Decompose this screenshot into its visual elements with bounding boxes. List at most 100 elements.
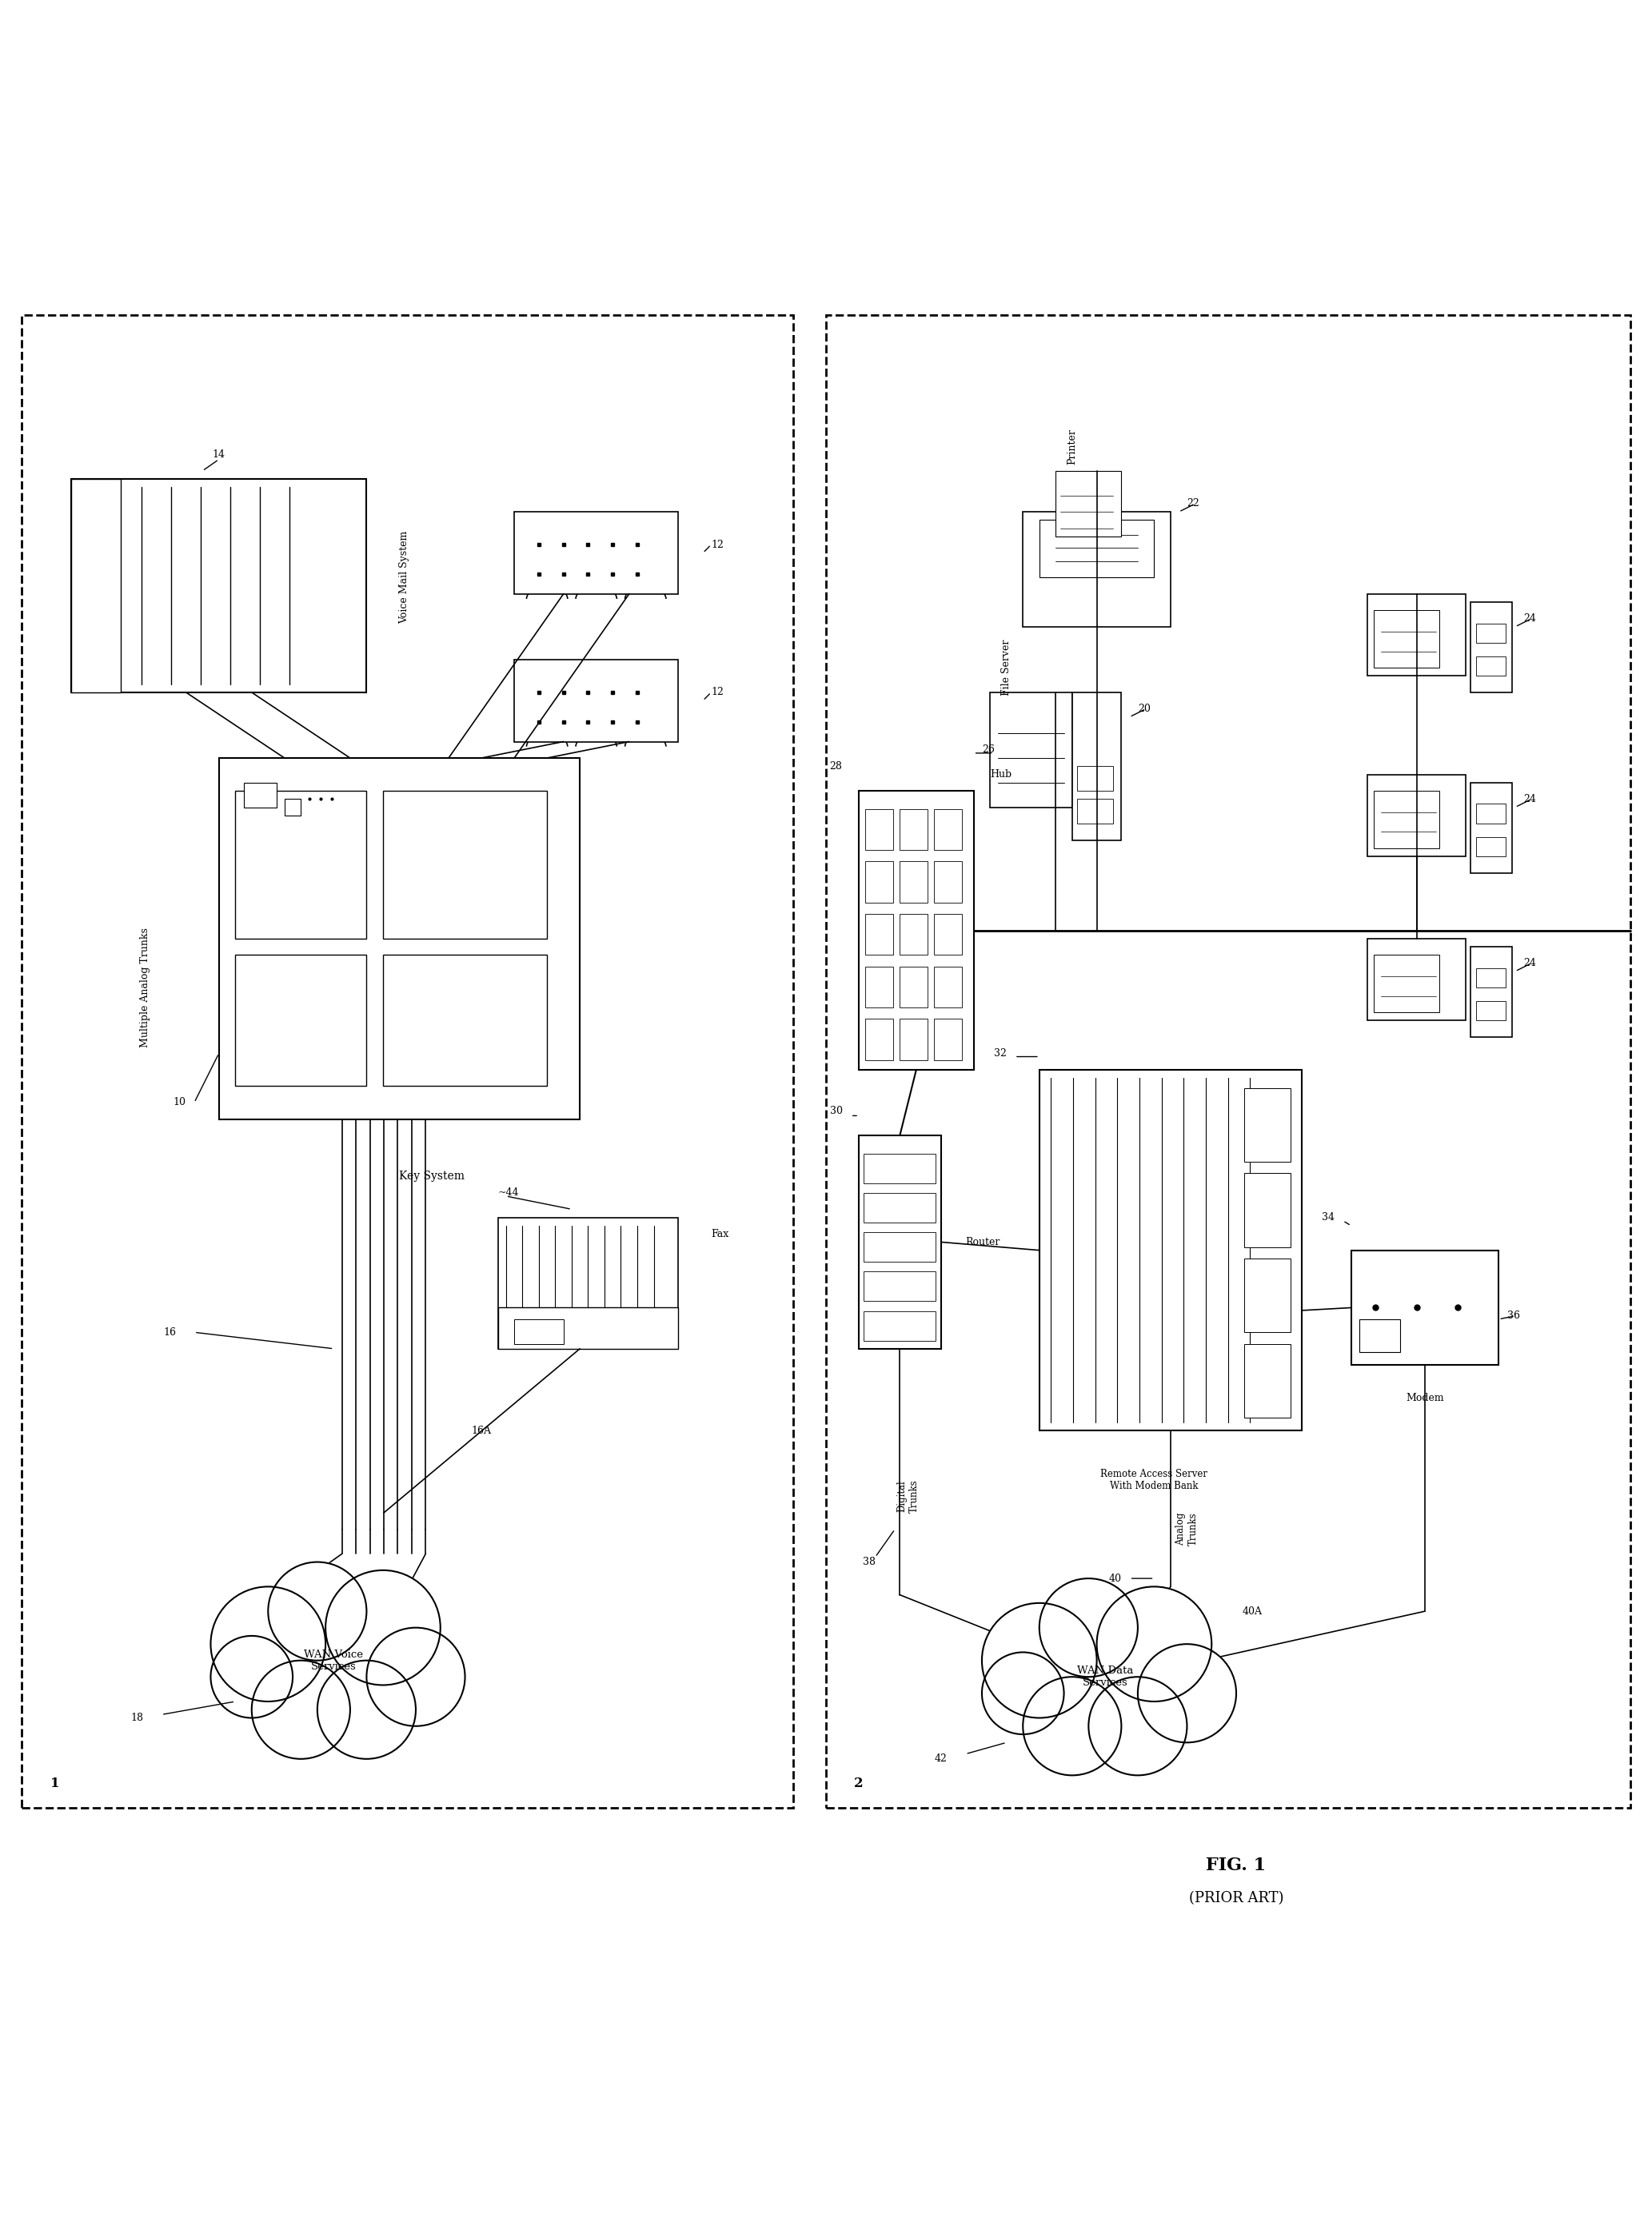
Text: 38: 38 <box>862 1558 876 1567</box>
FancyBboxPatch shape <box>514 513 679 593</box>
FancyBboxPatch shape <box>866 1018 894 1061</box>
FancyBboxPatch shape <box>497 1217 679 1350</box>
Circle shape <box>981 1602 1097 1719</box>
FancyBboxPatch shape <box>864 1233 937 1262</box>
FancyBboxPatch shape <box>71 479 367 692</box>
FancyBboxPatch shape <box>1475 624 1505 642</box>
FancyBboxPatch shape <box>235 790 367 938</box>
FancyBboxPatch shape <box>1475 1000 1505 1021</box>
Text: Voice Mail System: Voice Mail System <box>400 530 410 624</box>
FancyBboxPatch shape <box>1039 519 1155 577</box>
FancyBboxPatch shape <box>1368 774 1465 857</box>
Circle shape <box>325 1571 441 1685</box>
FancyBboxPatch shape <box>864 1271 937 1300</box>
FancyBboxPatch shape <box>383 790 547 938</box>
FancyBboxPatch shape <box>990 692 1072 808</box>
Text: 34: 34 <box>1322 1213 1335 1222</box>
Circle shape <box>1138 1645 1236 1743</box>
FancyBboxPatch shape <box>1470 783 1512 873</box>
Text: (PRIOR ART): (PRIOR ART) <box>1189 1891 1284 1905</box>
Text: Digital
Trunks: Digital Trunks <box>897 1479 919 1513</box>
Text: 14: 14 <box>213 450 225 459</box>
FancyBboxPatch shape <box>900 967 928 1007</box>
FancyBboxPatch shape <box>866 913 894 956</box>
FancyBboxPatch shape <box>900 1018 928 1061</box>
Text: 12: 12 <box>710 539 724 551</box>
Text: 26: 26 <box>981 745 995 754</box>
Text: 24: 24 <box>1523 794 1536 803</box>
FancyBboxPatch shape <box>1475 803 1505 824</box>
Text: Hub: Hub <box>990 770 1011 779</box>
FancyBboxPatch shape <box>1077 799 1113 824</box>
FancyBboxPatch shape <box>218 759 580 1119</box>
FancyBboxPatch shape <box>866 967 894 1007</box>
FancyBboxPatch shape <box>1470 947 1512 1036</box>
FancyBboxPatch shape <box>866 808 894 850</box>
FancyBboxPatch shape <box>514 1318 563 1343</box>
Circle shape <box>268 1562 367 1661</box>
FancyBboxPatch shape <box>859 790 973 1070</box>
Text: 24: 24 <box>1523 958 1536 969</box>
Circle shape <box>1023 1676 1122 1775</box>
Circle shape <box>251 1661 350 1759</box>
FancyBboxPatch shape <box>1023 513 1171 627</box>
FancyBboxPatch shape <box>284 799 301 815</box>
Text: 28: 28 <box>829 761 843 772</box>
FancyBboxPatch shape <box>497 1307 679 1350</box>
FancyBboxPatch shape <box>866 862 894 902</box>
FancyBboxPatch shape <box>1077 765 1113 790</box>
FancyBboxPatch shape <box>1374 790 1439 848</box>
FancyBboxPatch shape <box>864 1153 937 1184</box>
FancyBboxPatch shape <box>900 913 928 956</box>
Text: 18: 18 <box>131 1712 144 1723</box>
FancyBboxPatch shape <box>864 1193 937 1222</box>
Text: Printer: Printer <box>1067 427 1077 463</box>
FancyBboxPatch shape <box>1351 1251 1498 1365</box>
Text: 2: 2 <box>854 1777 864 1790</box>
Text: 42: 42 <box>935 1755 947 1764</box>
Text: 36: 36 <box>1507 1311 1520 1320</box>
Text: 1: 1 <box>50 1777 59 1790</box>
Circle shape <box>211 1636 292 1719</box>
Circle shape <box>1089 1676 1188 1775</box>
FancyBboxPatch shape <box>864 1311 937 1341</box>
FancyBboxPatch shape <box>1244 1173 1290 1247</box>
FancyBboxPatch shape <box>1039 1070 1302 1430</box>
FancyBboxPatch shape <box>383 956 547 1085</box>
Text: ~44: ~44 <box>497 1188 519 1197</box>
Text: 16A: 16A <box>471 1426 491 1437</box>
FancyBboxPatch shape <box>935 913 961 956</box>
FancyBboxPatch shape <box>514 660 679 741</box>
FancyBboxPatch shape <box>935 1018 961 1061</box>
FancyBboxPatch shape <box>235 956 367 1085</box>
FancyBboxPatch shape <box>900 862 928 902</box>
FancyBboxPatch shape <box>1368 938 1465 1021</box>
FancyBboxPatch shape <box>1475 837 1505 857</box>
Circle shape <box>317 1661 416 1759</box>
Text: 40: 40 <box>1108 1573 1122 1585</box>
FancyBboxPatch shape <box>1244 1258 1290 1332</box>
Text: WAN Data
Services: WAN Data Services <box>1077 1665 1133 1687</box>
FancyBboxPatch shape <box>1244 1343 1290 1417</box>
Text: Key System: Key System <box>400 1170 464 1182</box>
Text: File Server: File Server <box>1001 640 1011 696</box>
FancyBboxPatch shape <box>1374 956 1439 1012</box>
FancyBboxPatch shape <box>859 1135 942 1350</box>
Text: Modem: Modem <box>1406 1392 1444 1403</box>
FancyBboxPatch shape <box>1475 656 1505 676</box>
FancyBboxPatch shape <box>1368 593 1465 676</box>
Text: Remote Access Server
With Modem Bank: Remote Access Server With Modem Bank <box>1100 1468 1208 1491</box>
Text: WAN Voice
Services: WAN Voice Services <box>304 1649 363 1672</box>
Circle shape <box>1039 1578 1138 1676</box>
Text: 24: 24 <box>1523 613 1536 624</box>
FancyBboxPatch shape <box>1072 692 1122 839</box>
Text: 22: 22 <box>1188 499 1199 508</box>
Circle shape <box>367 1627 464 1725</box>
Text: Router: Router <box>965 1238 999 1247</box>
Text: 12: 12 <box>710 687 724 698</box>
Text: 32: 32 <box>995 1047 1006 1059</box>
Text: FIG. 1: FIG. 1 <box>1206 1858 1267 1875</box>
FancyBboxPatch shape <box>71 479 121 692</box>
Circle shape <box>981 1652 1064 1734</box>
FancyBboxPatch shape <box>1056 470 1122 537</box>
